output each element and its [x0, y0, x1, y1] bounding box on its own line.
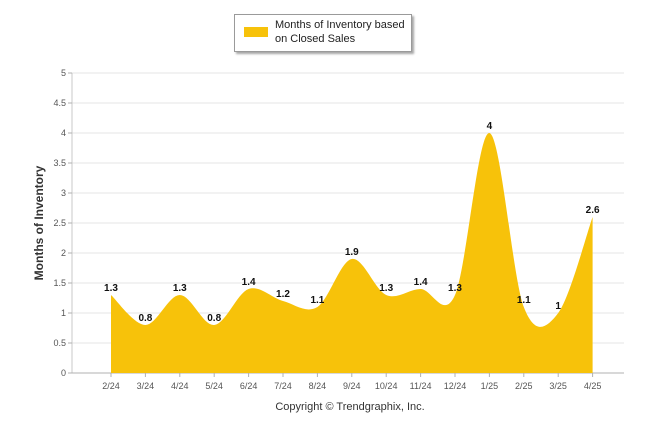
data-label: 1.3: [448, 283, 462, 294]
data-label: 1.3: [104, 283, 118, 294]
y-tick-label: 3.5: [53, 158, 66, 168]
y-tick-label: 3: [61, 188, 66, 198]
legend-swatch: [244, 27, 268, 37]
data-label: 1.4: [414, 277, 428, 288]
x-tick-label: 8/24: [309, 381, 327, 391]
x-tick-label: 1/25: [481, 381, 499, 391]
y-tick-label: 5: [61, 68, 66, 78]
data-label: 4: [487, 121, 493, 132]
data-label: 0.8: [138, 313, 152, 324]
x-tick-label: 5/24: [205, 381, 223, 391]
data-label: 1.2: [276, 289, 290, 300]
y-axis-title: Months of Inventory: [32, 165, 46, 280]
x-tick-label: 3/25: [549, 381, 567, 391]
data-labels: 1.3 0.8 1.3 0.8 1.4 1.2 1.1 1.9 1.3 1.4 1.3 4 1.1 1 2.…: [104, 121, 600, 324]
y-tick-label: 0.5: [53, 338, 66, 348]
x-tick-label: 4/25: [584, 381, 602, 391]
data-label: 1.1: [517, 295, 531, 306]
x-tick-label: 6/24: [240, 381, 258, 391]
y-tick-label: 4: [61, 128, 66, 138]
y-tick-label: 1: [61, 308, 66, 318]
x-tick-label: 11/24: [410, 381, 432, 391]
data-label: 1.3: [379, 283, 393, 294]
x-tick-label: 2/25: [515, 381, 533, 391]
y-tick-label: 4.5: [53, 98, 66, 108]
x-tick-label: 12/24: [444, 381, 467, 391]
copyright-text: Copyright © Trendgraphix, Inc.: [275, 401, 425, 413]
data-label: 1.3: [173, 283, 187, 294]
data-label: 1.9: [345, 247, 359, 258]
x-tick-label: 2/24: [102, 381, 120, 391]
y-tick-label: 0: [61, 368, 66, 378]
data-label: 2.6: [586, 205, 600, 216]
x-tick-label: 9/24: [343, 381, 361, 391]
data-label: 0.8: [207, 313, 221, 324]
x-tick-label: 3/24: [137, 381, 155, 391]
data-label: 1: [555, 301, 561, 312]
y-axis-ticks: 0 0.5 1 1.5 2 2.5 3 3.5 4 4.5 5: [53, 68, 72, 378]
data-label: 1.1: [310, 295, 324, 306]
legend-label: Months of Inventory based on Closed Sale…: [275, 19, 405, 45]
x-tick-label: 10/24: [375, 381, 398, 391]
x-tick-label: 7/24: [274, 381, 292, 391]
data-label: 1.4: [242, 277, 256, 288]
y-tick-label: 2.5: [53, 218, 66, 228]
y-tick-label: 2: [61, 248, 66, 258]
series-area: [111, 132, 593, 373]
x-axis-ticks: 2/24 3/24 4/24 5/24 6/24 7/24 8/24 9/24 10/24 11/…: [102, 373, 601, 391]
x-tick-label: 4/24: [171, 381, 189, 391]
legend: Months of Inventory based on Closed Sale…: [234, 14, 412, 52]
y-tick-label: 1.5: [53, 278, 66, 288]
